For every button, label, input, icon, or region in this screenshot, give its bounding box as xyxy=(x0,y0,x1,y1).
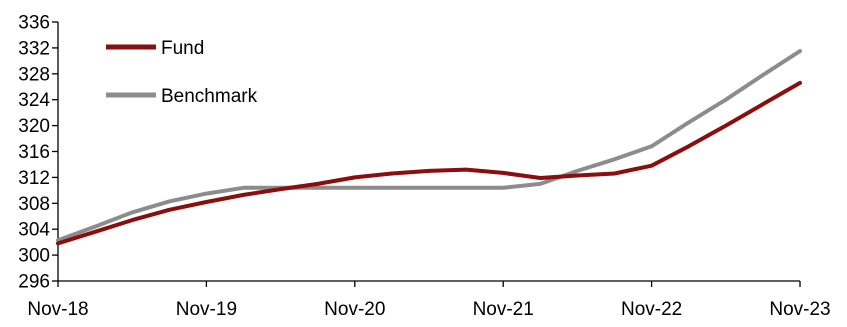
legend-label-benchmark: Benchmark xyxy=(161,86,258,107)
y-tick-label: 316 xyxy=(18,142,50,163)
y-tick-label: 296 xyxy=(18,272,50,293)
series-line-benchmark xyxy=(56,49,802,243)
y-tick-label: 320 xyxy=(18,116,50,137)
legend: Fund Benchmark xyxy=(106,38,258,107)
x-tick-label: Nov-22 xyxy=(621,299,682,320)
y-tick-label: 312 xyxy=(18,168,50,189)
series-lines xyxy=(56,49,802,246)
y-tick-label: 328 xyxy=(18,64,50,85)
y-tick-label: 300 xyxy=(18,246,50,267)
x-tick-label: Nov-21 xyxy=(473,299,534,320)
axes: 296 300 304 308 312 316 320 324 328 332 336 Nov-18 N… xyxy=(18,13,830,321)
y-tick-label: 308 xyxy=(18,194,50,215)
x-tick-label: Nov-23 xyxy=(769,299,830,320)
x-tick-label: Nov-19 xyxy=(176,299,237,320)
x-tick-label: Nov-18 xyxy=(27,299,88,320)
y-tick-label: 336 xyxy=(18,13,50,34)
y-tick-label: 304 xyxy=(18,220,50,241)
series-line-fund xyxy=(56,80,802,246)
y-tick-label: 332 xyxy=(18,38,50,59)
x-tick-label: Nov-20 xyxy=(324,299,385,320)
y-tick-label: 324 xyxy=(18,90,50,111)
legend-label-fund: Fund xyxy=(161,38,204,59)
